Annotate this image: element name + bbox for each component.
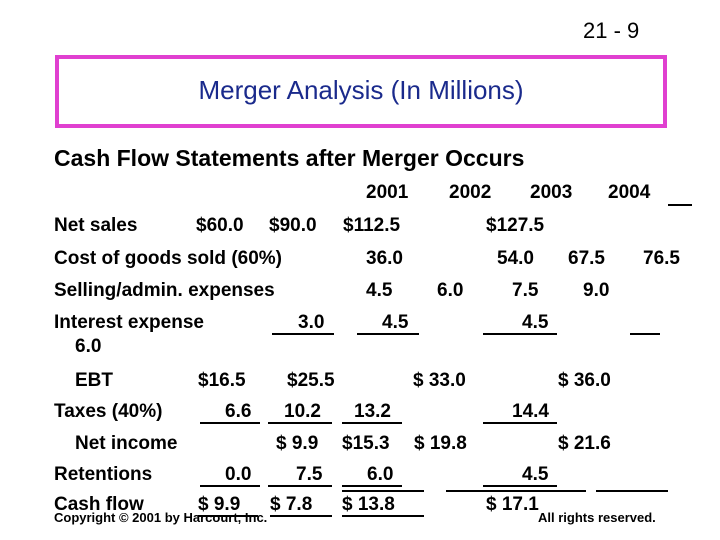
- underline: [200, 485, 260, 487]
- row-label-retentions: Retentions: [54, 464, 153, 485]
- underline: [483, 422, 557, 424]
- underline: [342, 490, 424, 492]
- row-label-net-sales: Net sales: [54, 215, 138, 236]
- slide-title: Merger Analysis (In Millions): [198, 75, 524, 105]
- year-2003: 2003: [530, 182, 573, 203]
- cell: 3.0: [298, 312, 325, 333]
- year-2004: 2004: [608, 182, 651, 203]
- cell: 6.6: [225, 401, 252, 422]
- year-2001: 2001: [366, 182, 409, 203]
- cell: 54.0: [497, 248, 534, 269]
- cell: $ 17.1: [486, 494, 539, 515]
- underline: [342, 515, 424, 517]
- cell: 36.0: [366, 248, 403, 269]
- cell: $ 36.0: [558, 370, 611, 391]
- header-underline: [668, 204, 692, 206]
- cell: 7.5: [296, 464, 323, 485]
- row-label-net-income: Net income: [75, 433, 178, 454]
- underline: [342, 485, 402, 487]
- underline: [342, 422, 402, 424]
- cell: 13.2: [354, 401, 391, 422]
- row-label-ebt: EBT: [75, 370, 113, 391]
- cell: 14.4: [512, 401, 549, 422]
- underline: [268, 422, 332, 424]
- underline: [198, 515, 258, 517]
- underline: [483, 485, 557, 487]
- cell: $16.5: [198, 370, 246, 391]
- cell: 10.2: [284, 401, 321, 422]
- cell: 4.5: [366, 280, 393, 301]
- cell: $25.5: [287, 370, 335, 391]
- cell: $ 33.0: [413, 370, 466, 391]
- cell: $90.0: [269, 215, 317, 236]
- cell: $ 9.9: [276, 433, 319, 454]
- row-label-selling-admin: Selling/admin. expenses: [54, 280, 275, 301]
- cell: 9.0: [583, 280, 610, 301]
- title-box: Merger Analysis (In Millions): [55, 55, 667, 128]
- section-subtitle: Cash Flow Statements after Merger Occurs: [54, 145, 525, 171]
- cell: $ 7.8: [270, 494, 313, 515]
- underline: [272, 333, 334, 335]
- slide-number: 21 - 9: [583, 18, 640, 43]
- cell: $112.5: [343, 215, 401, 236]
- cell: $ 9.9: [198, 494, 241, 515]
- cell: 67.5: [568, 248, 605, 269]
- row-label-taxes: Taxes (40%): [54, 401, 163, 422]
- year-2002: 2002: [449, 182, 492, 203]
- row-label-interest-expense: Interest expense: [54, 312, 204, 333]
- copyright-notice: Copyright © 2001 by Harcourt, Inc.: [54, 510, 268, 525]
- underline: [483, 333, 557, 335]
- cell: $ 19.8: [414, 433, 467, 454]
- cell: $15.3: [342, 433, 390, 454]
- cell: $60.0: [196, 215, 244, 236]
- rights-notice: All rights reserved.: [538, 510, 656, 525]
- cell: 6.0: [437, 280, 464, 301]
- underline: [270, 515, 332, 517]
- cell: 4.5: [382, 312, 409, 333]
- underline: [446, 490, 586, 492]
- underline: [268, 485, 332, 487]
- row-label-cogs: Cost of goods sold (60%): [54, 248, 282, 269]
- underline: [200, 422, 260, 424]
- cell: 4.5: [522, 312, 549, 333]
- underline: [357, 333, 419, 335]
- cell: 6.0: [367, 464, 394, 485]
- underline: [630, 333, 660, 335]
- cell: 7.5: [512, 280, 539, 301]
- cell: $ 13.8: [342, 494, 395, 515]
- cell: 4.5: [522, 464, 549, 485]
- cell: $127.5: [486, 215, 545, 236]
- underline: [596, 490, 668, 492]
- cell: $ 21.6: [558, 433, 611, 454]
- cell: 0.0: [225, 464, 252, 485]
- cell: 6.0: [75, 336, 102, 357]
- cell: 76.5: [643, 248, 680, 269]
- row-label-cash-flow: Cash flow: [54, 494, 144, 515]
